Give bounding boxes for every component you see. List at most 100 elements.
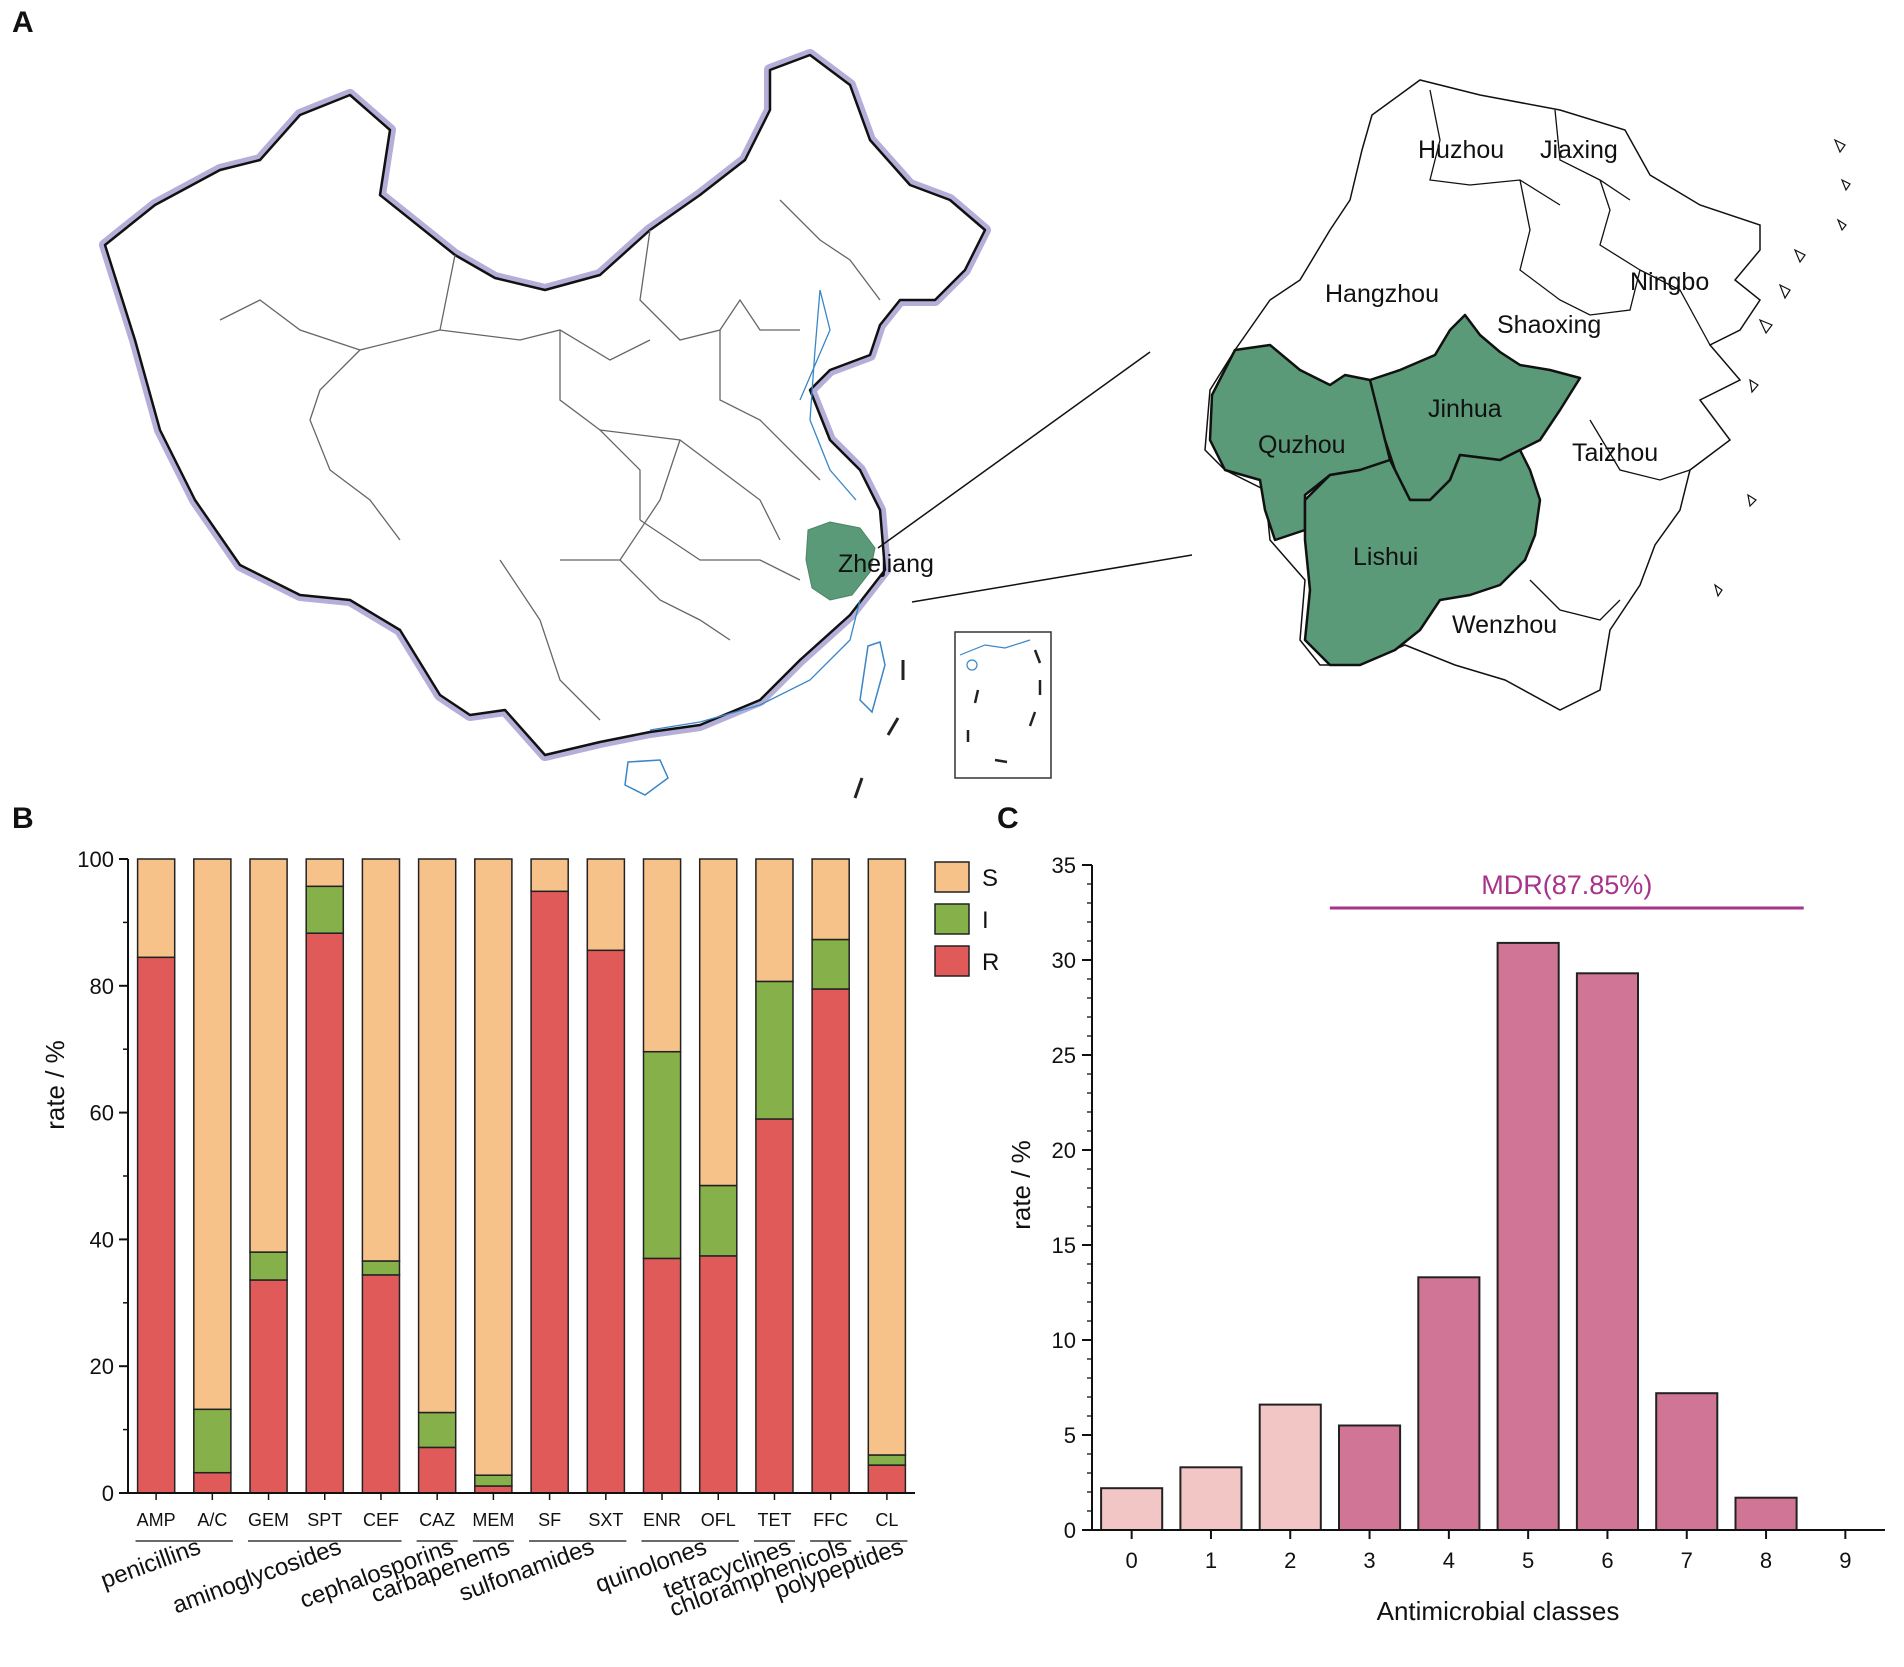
legend-swatch-s	[934, 861, 970, 893]
bar-segment-r-mem	[474, 1485, 513, 1494]
bar-segment-i-enr	[642, 1050, 682, 1260]
bar-segment-i-caz	[417, 1411, 457, 1449]
x-tick-label: 0	[1126, 1548, 1138, 1573]
bar-segment-i-ofl	[698, 1184, 738, 1257]
bar-segment-r-tet	[755, 1118, 794, 1494]
bar-segment-i-gem	[249, 1251, 288, 1281]
province-border	[779, 199, 881, 301]
bar-segment-s-ac	[193, 858, 232, 1411]
city-borders	[1429, 89, 1711, 621]
legend-swatch-r	[934, 945, 970, 977]
mdr-annotation: MDR(87.85%)	[1329, 870, 1804, 910]
legend-swatch-i	[934, 903, 970, 935]
bar-segment-r-sxt	[586, 949, 626, 1494]
x-tick-label: 2	[1284, 1548, 1296, 1573]
zhejiang-label: Zhejiang	[838, 550, 934, 578]
city-label-quzhou: Quzhou	[1258, 431, 1346, 459]
x-tick-label: GEM	[248, 1510, 289, 1530]
coastline-segment	[799, 289, 857, 501]
inset-dash	[1028, 711, 1037, 727]
x-tick-label: TET	[757, 1510, 791, 1530]
bar-segment-r-sf	[530, 890, 569, 1494]
inset-coast	[959, 639, 1031, 656]
inset-dash	[1033, 649, 1042, 664]
bar-segment-s-cl	[867, 858, 907, 1456]
bar-segment-i-spt	[305, 885, 345, 934]
x-tick-label: SXT	[588, 1510, 623, 1530]
inset-island	[966, 659, 978, 671]
x-tick-label: 5	[1522, 1548, 1534, 1573]
y-tick-label: 15	[1052, 1233, 1076, 1258]
city-label-huzhou: Huzhou	[1418, 136, 1504, 164]
inset-dash	[973, 689, 980, 704]
bar-segment-s-cef	[361, 858, 401, 1262]
bar-class-0	[1100, 1487, 1164, 1531]
bar-segment-r-ac	[193, 1471, 232, 1494]
bar-segment-r-enr	[642, 1257, 682, 1494]
y-tick-label: 80	[90, 974, 114, 999]
chart-b-legend: SIR	[934, 861, 999, 977]
bar-segment-i-cef	[361, 1260, 401, 1276]
island	[1793, 248, 1806, 264]
bar-segment-r-caz	[417, 1446, 457, 1494]
y-tick-label: 40	[90, 1227, 114, 1252]
city-border	[1519, 179, 1641, 316]
x-tick-label: CL	[875, 1510, 898, 1530]
city-label-hangzhou: Hangzhou	[1325, 280, 1439, 308]
island	[1747, 493, 1757, 508]
island	[1758, 318, 1773, 335]
x-tick-label: 4	[1443, 1548, 1455, 1573]
chart-b: AMP A/C GEM SPT CEF CAZ MEM SF SXT ENR OFL TET FFC CL…	[40, 847, 999, 1623]
x-tick-label: OFL	[701, 1510, 736, 1530]
lishui-region	[1303, 448, 1542, 667]
y-tick-label: 60	[90, 1101, 114, 1126]
city-border	[1639, 269, 1711, 346]
city-border	[1529, 579, 1621, 621]
bar-segment-s-ffc	[811, 858, 850, 941]
x-tick-label: SF	[538, 1510, 561, 1530]
city-label-taizhou: Taizhou	[1572, 439, 1658, 467]
bar-segment-i-ac	[193, 1408, 232, 1474]
south-sea-inset	[954, 631, 1052, 779]
bar-segment-s-ofl	[698, 858, 738, 1187]
chart-b-bars	[136, 858, 907, 1494]
province-border	[619, 439, 681, 561]
x-tick-label: ENR	[643, 1510, 681, 1530]
bar-segment-i-cl	[867, 1454, 907, 1466]
bar-segment-s-sf	[530, 858, 569, 893]
panel-letter-c: C	[997, 802, 1019, 835]
bar-segment-s-tet	[755, 858, 794, 983]
x-tick-label: SPT	[307, 1510, 342, 1530]
legend-label-s: S	[982, 865, 998, 892]
island	[1778, 283, 1791, 300]
province-border	[560, 559, 731, 641]
bar-segment-s-mem	[474, 858, 513, 1476]
city-label-shaoxing: Shaoxing	[1497, 311, 1601, 339]
chart-c: 0 1 2 3 4 5 6 7 8 9 0 5 10 15 20 25 30 35 rate / % Antimi…	[1006, 853, 1885, 1626]
bar-segment-i-ffc	[811, 938, 850, 990]
bar-class-5	[1496, 941, 1560, 1531]
boundary-dash	[853, 777, 864, 799]
island	[1833, 138, 1846, 154]
bar-segment-i-tet	[755, 980, 794, 1120]
bar-segment-r-amp	[136, 956, 176, 1494]
island	[1749, 378, 1759, 394]
hainan-island	[624, 759, 669, 796]
city-border	[1429, 89, 1561, 206]
y-tick-label: 100	[77, 847, 114, 872]
panel-letter-a: A	[12, 6, 34, 39]
inset-dash	[994, 758, 1008, 764]
city-label-jinhua: Jinhua	[1428, 395, 1502, 423]
x-tick-label: 3	[1363, 1548, 1375, 1573]
offshore-islands	[1713, 138, 1851, 598]
y-tick-label: 20	[90, 1354, 114, 1379]
y-tick-label: 0	[1064, 1518, 1076, 1543]
boundary-dash	[886, 717, 900, 736]
x-tick-label: CEF	[363, 1510, 399, 1530]
y-tick-label: 10	[1052, 1328, 1076, 1353]
bar-class-7	[1655, 1392, 1719, 1531]
taiwan-island	[859, 641, 886, 714]
y-tick-label: 20	[1052, 1138, 1076, 1163]
group-label-penicillins: penicillins	[97, 1533, 204, 1594]
